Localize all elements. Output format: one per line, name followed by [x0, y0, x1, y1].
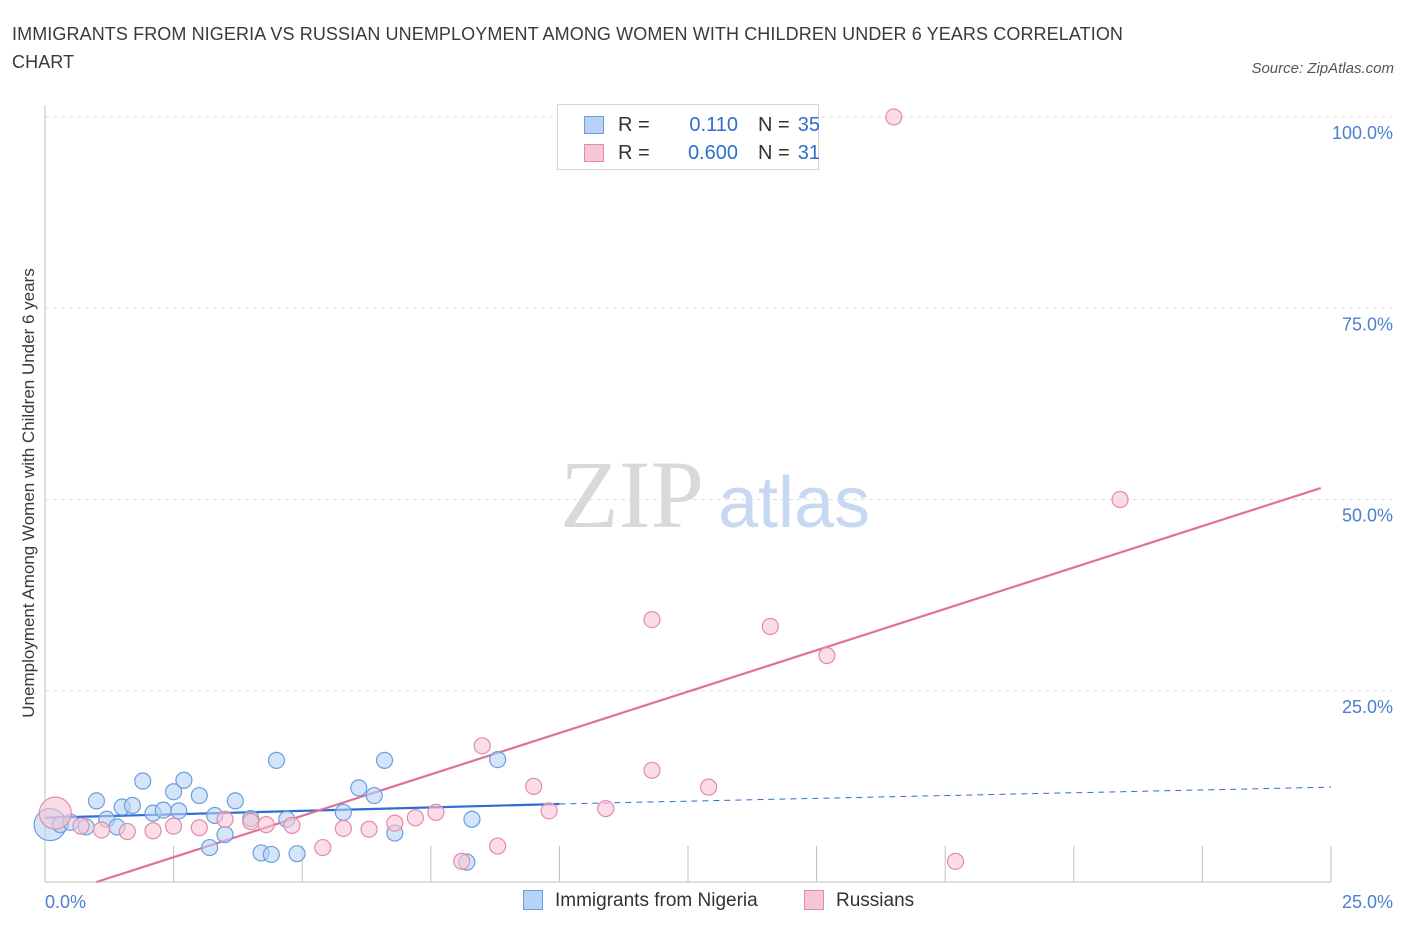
russians-point — [242, 812, 260, 831]
nigeria-point — [375, 751, 394, 769]
russians-point — [38, 796, 72, 830]
r-value: 0.600 — [687, 142, 738, 164]
russians-point — [597, 799, 615, 818]
russians-point — [190, 819, 208, 837]
nigeria-point — [262, 845, 280, 864]
russians-point — [818, 646, 836, 665]
russians-point — [314, 838, 332, 857]
nigeria-point — [216, 825, 234, 844]
russians-point — [540, 802, 558, 820]
russians-point — [427, 803, 445, 821]
russians-trend-line — [96, 486, 1322, 884]
points-layer — [33, 108, 1129, 871]
russians-point — [92, 821, 111, 839]
russians-point — [257, 816, 275, 834]
axes-layer — [44, 105, 1332, 883]
russians-point — [118, 822, 136, 841]
y-tick-label: 25.0% — [1342, 697, 1393, 717]
y-tick-label: 100.0% — [1332, 123, 1393, 143]
n-label: N = — [758, 142, 790, 164]
russians-point — [473, 737, 491, 755]
labels-layer: 25.0% 50.0% 75.0% 100.0% 0.0% 25.0% — [45, 123, 1393, 912]
watermark-atlas: atlas — [718, 463, 870, 543]
russians-point — [885, 108, 903, 126]
russians-point — [72, 817, 90, 835]
russians-point — [489, 837, 507, 855]
n-value: 31 — [797, 142, 820, 164]
n-value: 35 — [797, 114, 820, 136]
chart-title: IMMIGRANTS FROM NIGERIA VS RUSSIAN UNEMP… — [12, 24, 1124, 72]
r-label: R = — [618, 142, 650, 164]
russians-point — [643, 611, 661, 629]
russians-point — [216, 810, 234, 828]
russians-point — [761, 617, 779, 636]
nigeria-point — [165, 783, 183, 801]
nigeria-point — [190, 786, 208, 805]
nigeria-point — [365, 786, 383, 805]
russians-point — [406, 809, 424, 827]
russians-point — [1111, 490, 1129, 509]
stats-legend: R = 0.110 N = 35 R = 0.600 N = 31 — [557, 104, 820, 170]
nigeria-legend-label: Immigrants from Nigeria — [555, 890, 758, 911]
watermark-zip: ZIP — [560, 441, 704, 548]
nigeria-point — [288, 845, 306, 863]
nigeria-point — [201, 838, 219, 857]
russians-point — [525, 777, 543, 795]
nigeria-point — [170, 802, 188, 820]
y-axis-title: Unemployment Among Women with Children U… — [19, 268, 38, 717]
russians-point — [386, 814, 404, 832]
russians-point — [699, 778, 718, 796]
x-tick-label: 25.0% — [1342, 892, 1393, 912]
russians-point — [643, 761, 661, 779]
nigeria-point — [350, 779, 368, 797]
russians-legend-swatch — [804, 890, 824, 910]
trend-layer — [44, 486, 1332, 884]
nigeria-point — [134, 772, 152, 790]
nigeria-legend-swatch — [523, 890, 543, 910]
russians-point — [360, 820, 378, 838]
y-tick-label: 50.0% — [1342, 506, 1393, 526]
n-label: N = — [758, 114, 790, 136]
nigeria-point — [226, 792, 244, 810]
russians-point — [144, 822, 162, 840]
nigeria-point — [154, 801, 172, 819]
russians-point — [453, 852, 471, 870]
y-tick-label: 75.0% — [1342, 314, 1393, 334]
grid-layer — [45, 116, 1392, 692]
russians-point — [283, 816, 301, 834]
nigeria-point — [175, 771, 193, 789]
russians-point — [334, 819, 352, 838]
nigeria-point — [87, 792, 106, 810]
russians-legend-label: Russians — [836, 890, 915, 911]
r-value: 0.110 — [689, 114, 738, 136]
nigeria-trend-extension — [559, 786, 1332, 805]
nigeria-point — [123, 796, 142, 815]
nigeria-point — [334, 803, 352, 821]
source-label: Source: ZipAtlas.com — [1251, 60, 1394, 77]
nigeria-trend-line — [44, 802, 560, 819]
russians-point — [946, 852, 965, 870]
nigeria-point — [463, 810, 481, 828]
nigeria-point — [489, 750, 507, 769]
watermark: ZIP atlas — [560, 441, 870, 548]
nigeria-swatch — [584, 116, 604, 134]
r-label: R = — [618, 114, 650, 136]
russians-point — [165, 817, 183, 835]
russians-swatch — [584, 144, 604, 162]
nigeria-point — [267, 751, 286, 769]
x-tick-label: 0.0% — [45, 892, 86, 912]
